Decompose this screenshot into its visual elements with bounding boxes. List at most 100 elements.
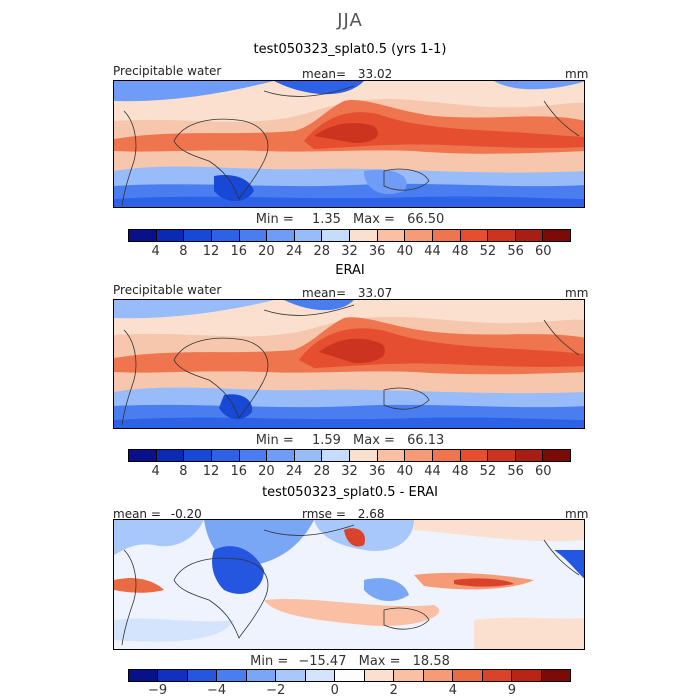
colorbar-tick-label: 48 bbox=[451, 464, 469, 479]
colorbar-tick-label: 28 bbox=[313, 464, 331, 479]
colorbar-swatch bbox=[211, 450, 240, 461]
colorbar-swatch bbox=[294, 450, 323, 461]
colorbar-tick-label: 4 bbox=[151, 464, 160, 479]
colorbar-swatch bbox=[322, 450, 350, 461]
colorbar-tick-label: 36 bbox=[368, 464, 386, 479]
panel-2-min-value: 1.59 bbox=[311, 433, 341, 448]
colorbar-swatch bbox=[267, 230, 295, 241]
colorbar-swatch bbox=[488, 450, 516, 461]
panel-3-rmse-value: 2.68 bbox=[357, 507, 385, 521]
colorbar-tick-label: 28 bbox=[313, 244, 331, 259]
colorbar-swatch bbox=[184, 230, 212, 241]
colorbar-swatch bbox=[405, 230, 433, 241]
panel-3-title: test050323_splat0.5 - ERAI bbox=[262, 485, 438, 500]
colorbar-swatch bbox=[541, 670, 571, 681]
colorbar-tick-label: 12 bbox=[202, 464, 220, 479]
panel-3-max-label: Max = bbox=[358, 654, 401, 669]
colorbar-tick-label: 20 bbox=[258, 464, 275, 479]
colorbar-tick-label: 4 bbox=[448, 683, 457, 698]
colorbar-swatch bbox=[350, 230, 378, 241]
panel-1-title: test050323_splat0.5 (yrs 1-1) bbox=[253, 42, 447, 57]
colorbar-swatch bbox=[432, 450, 461, 461]
colorbar-swatch bbox=[239, 230, 268, 241]
colorbar-tick-label: 20 bbox=[258, 244, 275, 259]
figure-title: JJA bbox=[337, 10, 363, 31]
panel-3-rmse: rmse = 2.68 bbox=[302, 507, 384, 521]
panel-2-mean-label: mean= bbox=[302, 286, 347, 300]
panel-2-mean-value: 33.07 bbox=[357, 286, 393, 300]
colorbar-swatch bbox=[187, 670, 218, 681]
colorbar-swatch bbox=[156, 230, 185, 241]
panel-2-colorbar bbox=[128, 449, 571, 462]
panel-3-minmax: Min = −15.47 Max = 18.58 bbox=[0, 654, 700, 669]
colorbar-tick-label: 4 bbox=[151, 244, 160, 259]
colorbar-tick-label: 48 bbox=[451, 244, 469, 259]
colorbar-swatch bbox=[294, 230, 323, 241]
colorbar-tick-label: 16 bbox=[230, 464, 248, 479]
colorbar-tick-label: 36 bbox=[368, 244, 386, 259]
panel-2-variable-label: Precipitable water bbox=[113, 283, 222, 297]
colorbar-swatch bbox=[460, 230, 489, 241]
colorbar-swatch bbox=[543, 230, 570, 241]
panel-3-colorbar bbox=[128, 669, 571, 682]
colorbar-swatch bbox=[184, 450, 212, 461]
colorbar-tick-label: 9 bbox=[507, 683, 517, 698]
panel-1-min-label: Min = bbox=[255, 212, 294, 227]
panel-1-unit: mm bbox=[565, 67, 589, 81]
colorbar-tick-label: 32 bbox=[341, 244, 358, 259]
colorbar-swatch bbox=[482, 670, 513, 681]
colorbar-tick-label: 60 bbox=[535, 464, 552, 479]
colorbar-swatch bbox=[377, 230, 406, 241]
colorbar-swatch bbox=[405, 450, 433, 461]
colorbar-swatch bbox=[543, 450, 570, 461]
panel-2-unit: mm bbox=[565, 286, 589, 300]
colorbar-swatch bbox=[335, 670, 365, 681]
panel-3-min-value: −15.47 bbox=[298, 654, 347, 669]
colorbar-tick-label: 56 bbox=[507, 464, 524, 479]
colorbar-swatch bbox=[129, 450, 157, 461]
panel-1-mean-label: mean= bbox=[302, 67, 347, 81]
panel-1-variable-label: Precipitable water bbox=[113, 64, 222, 78]
panel-1-mean-value: 33.02 bbox=[357, 67, 393, 81]
colorbar-swatch bbox=[246, 670, 277, 681]
colorbar-swatch bbox=[211, 230, 240, 241]
panel-2-max-label: Max = bbox=[353, 433, 395, 448]
colorbar-tick-label: 52 bbox=[479, 244, 497, 259]
panel-1-minmax: Min = 1.35 Max = 66.50 bbox=[0, 212, 700, 227]
colorbar-swatch bbox=[322, 230, 350, 241]
panel-2-map bbox=[113, 299, 585, 429]
colorbar-swatch bbox=[217, 670, 247, 681]
colorbar-swatch bbox=[350, 450, 378, 461]
colorbar-swatch bbox=[305, 670, 336, 681]
colorbar-swatch bbox=[512, 670, 542, 681]
colorbar-tick-label: −4 bbox=[207, 683, 227, 698]
colorbar-tick-label: 60 bbox=[535, 244, 552, 259]
colorbar-swatch bbox=[394, 670, 424, 681]
colorbar-tick-label: 8 bbox=[179, 244, 188, 259]
colorbar-swatch bbox=[158, 670, 188, 681]
colorbar-swatch bbox=[488, 230, 516, 241]
colorbar-swatch bbox=[267, 450, 295, 461]
colorbar-swatch bbox=[453, 670, 483, 681]
colorbar-tick-label: 12 bbox=[202, 244, 220, 259]
colorbar-swatch bbox=[460, 450, 489, 461]
colorbar-swatch bbox=[515, 230, 544, 241]
colorbar-tick-label: −2 bbox=[266, 683, 286, 698]
panel-3-rmse-label: rmse = bbox=[302, 507, 346, 521]
colorbar-tick-label: 44 bbox=[424, 464, 441, 479]
panel-2-minmax: Min = 1.59 Max = 66.13 bbox=[0, 433, 700, 448]
panel-3-max-value: 18.58 bbox=[412, 654, 450, 669]
colorbar-tick-label: 32 bbox=[341, 464, 358, 479]
panel-1-max-label: Max = bbox=[353, 212, 395, 227]
colorbar-swatch bbox=[377, 450, 406, 461]
colorbar-tick-label: 52 bbox=[479, 464, 497, 479]
panel-2-max-value: 66.13 bbox=[407, 433, 445, 448]
colorbar-tick-label: 2 bbox=[389, 683, 398, 698]
colorbar-tick-label: 44 bbox=[424, 244, 441, 259]
panel-2-mean: mean= 33.07 bbox=[302, 286, 392, 300]
colorbar-swatch bbox=[423, 670, 454, 681]
panel-2-colorbar-ticks: 4 8 12 16 20 24 28 32 36 40 44 48 52 56 60 bbox=[128, 464, 571, 480]
panel-3-mean: mean = -0.20 bbox=[113, 507, 202, 521]
colorbar-tick-label: 56 bbox=[507, 244, 524, 259]
colorbar-swatch bbox=[156, 450, 185, 461]
